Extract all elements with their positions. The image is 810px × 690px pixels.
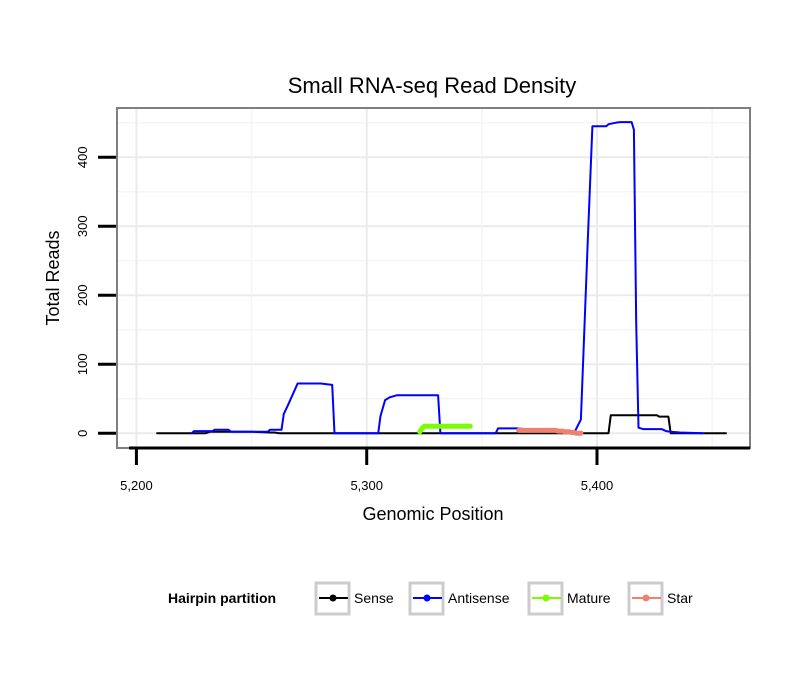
x-tick-label: 5,200 — [120, 478, 153, 493]
legend-key-point — [423, 594, 431, 602]
series-layer — [156, 121, 727, 436]
legend-key-point — [542, 594, 550, 602]
series-line-mature — [417, 423, 473, 435]
y-tick-label: 400 — [75, 146, 90, 168]
chart-title: Small RNA-seq Read Density — [288, 73, 577, 98]
legend-key-point — [329, 594, 337, 602]
legend-item-sense: Sense — [314, 581, 394, 616]
legend-label: Star — [667, 590, 693, 606]
y-tick-label: 0 — [75, 430, 90, 437]
x-tick-label: 5,400 — [581, 478, 614, 493]
series-line-antisense — [190, 121, 704, 435]
plot-panel — [116, 107, 751, 449]
y-tick-label: 200 — [75, 284, 90, 306]
series-line-star — [516, 427, 584, 436]
legend-item-mature: Mature — [527, 581, 611, 616]
legend-label: Sense — [354, 590, 394, 606]
legend-item-star: Star — [627, 581, 693, 616]
x-tick-label: 5,300 — [350, 478, 383, 493]
legend-label: Antisense — [448, 590, 510, 606]
y-tick-label: 100 — [75, 353, 90, 375]
legend-key-point — [642, 594, 650, 602]
grid — [118, 109, 749, 447]
legend: Hairpin partition Sense Antisense Mature St… — [168, 581, 693, 616]
legend-title: Hairpin partition — [168, 590, 276, 606]
y-axis-title: Total Reads — [43, 230, 63, 325]
legend-item-antisense: Antisense — [408, 581, 510, 616]
x-axis-title: Genomic Position — [362, 504, 503, 524]
axes: 0 100 200 300 400 5,200 5,300 5,400 — [75, 108, 750, 493]
y-tick-label: 300 — [75, 215, 90, 237]
legend-label: Mature — [567, 590, 611, 606]
